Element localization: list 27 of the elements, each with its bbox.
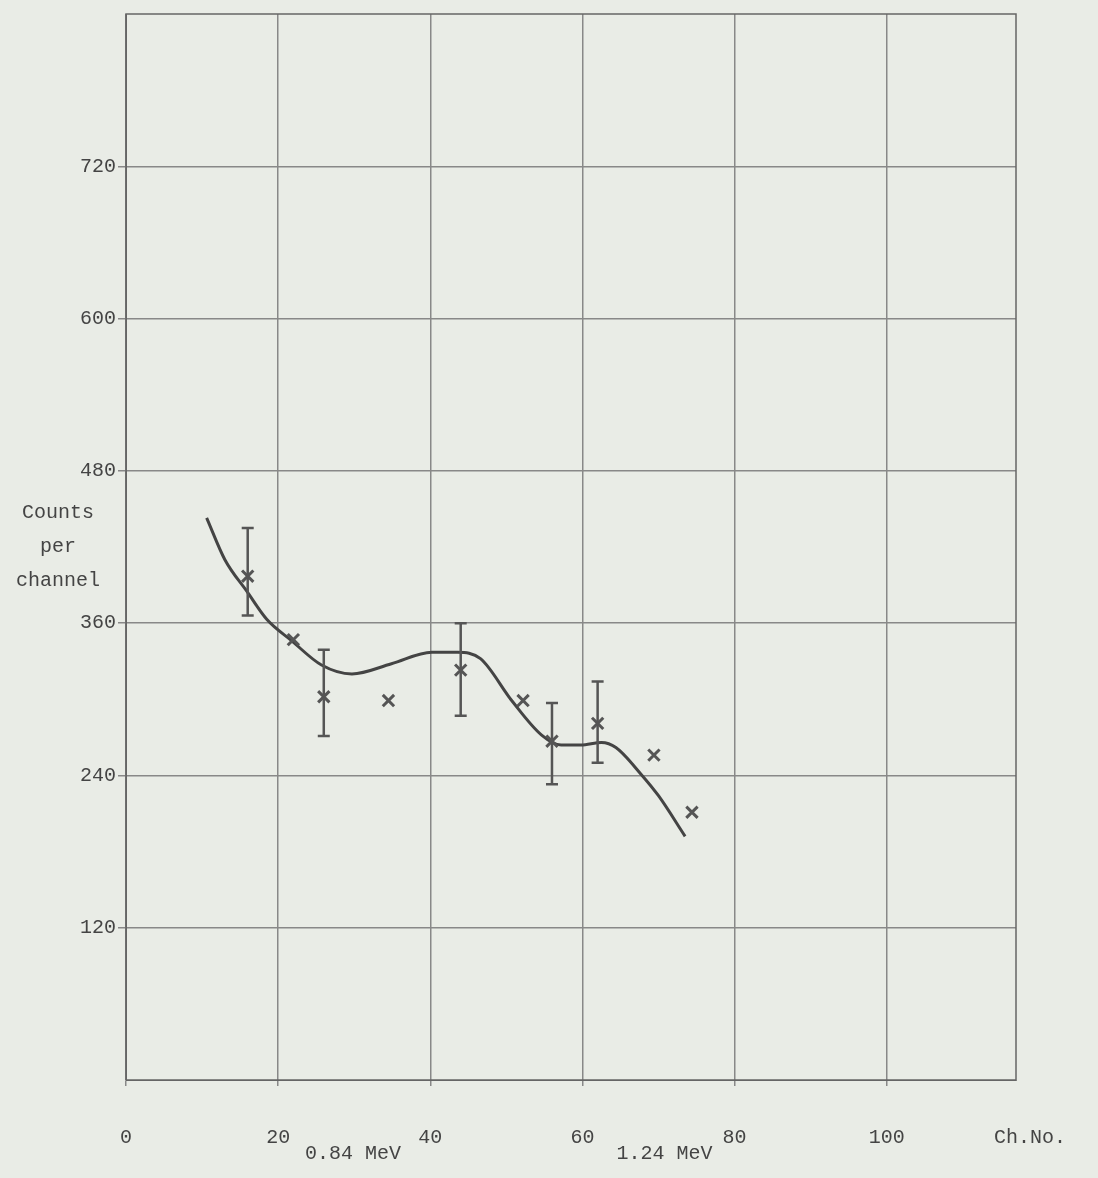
x-tick-label: 40 [418,1126,443,1150]
y-tick-label: 240 [79,763,116,787]
y-tick-label: 120 [79,916,116,940]
point [453,662,468,678]
point [544,734,560,749]
text: 1.24 MeV [616,1142,713,1166]
point [590,716,605,731]
point [316,689,331,704]
x-axis-title: Ch.No. [994,1126,1067,1150]
line-series [205,516,687,838]
y-tick-label: 720 [79,154,116,178]
text: 0.84 MeV [304,1142,401,1166]
x-tick-label: 60 [570,1126,595,1150]
x-tick-label: 0 [119,1126,133,1150]
point [381,693,396,708]
point [646,747,662,763]
point [684,805,700,820]
point [240,569,255,584]
y-tick-label: 480 [79,459,116,483]
x-tick-label: 20 [266,1126,291,1150]
y-tick-label: 360 [79,611,116,635]
x-tick-label: 100 [868,1126,905,1150]
y-axis-title: Counts per channel [15,501,101,593]
y-tick-label: 600 [79,306,116,330]
x-tick-label: 80 [722,1126,747,1150]
point [515,693,531,708]
point [286,632,301,647]
